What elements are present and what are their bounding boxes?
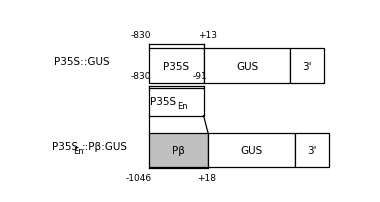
Bar bbox=[149, 133, 208, 167]
Text: P35S: P35S bbox=[163, 61, 189, 71]
Text: P35S: P35S bbox=[52, 141, 78, 151]
Text: P35S::GUS: P35S::GUS bbox=[54, 57, 109, 66]
Text: P35S: P35S bbox=[150, 97, 176, 107]
Bar bbox=[208, 133, 295, 167]
Text: +18: +18 bbox=[197, 174, 216, 183]
Bar bbox=[204, 49, 290, 83]
Text: GUS: GUS bbox=[236, 61, 258, 71]
Text: En: En bbox=[177, 101, 188, 110]
Text: 3': 3' bbox=[302, 61, 312, 71]
Text: Pβ: Pβ bbox=[172, 145, 185, 155]
Text: -1046: -1046 bbox=[126, 174, 152, 183]
Text: -91: -91 bbox=[192, 72, 207, 81]
Text: -830: -830 bbox=[130, 72, 151, 81]
Text: +13: +13 bbox=[198, 31, 217, 40]
Text: En: En bbox=[73, 146, 84, 156]
Bar bbox=[295, 133, 329, 167]
Text: ::Pβ:GUS: ::Pβ:GUS bbox=[82, 141, 128, 151]
Text: 3': 3' bbox=[307, 145, 317, 155]
Bar bbox=[290, 49, 324, 83]
Bar bbox=[149, 89, 204, 116]
Text: GUS: GUS bbox=[240, 145, 263, 155]
Bar bbox=[149, 49, 204, 83]
Text: -830: -830 bbox=[130, 31, 151, 40]
